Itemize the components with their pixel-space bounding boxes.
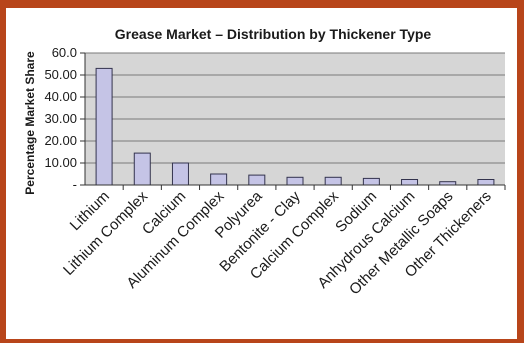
- y-tick-label: 20.00: [44, 133, 77, 148]
- axes: [84, 53, 506, 190]
- bar: [133, 152, 151, 186]
- y-tick-label: 50.00: [44, 67, 77, 82]
- y-tick-label: -: [73, 177, 77, 192]
- bar: [210, 173, 228, 186]
- bars: [95, 67, 495, 186]
- y-tick-label: 10.00: [44, 155, 77, 170]
- y-axis-label: Percentage Market Share: [23, 51, 37, 195]
- bar: [248, 174, 266, 186]
- chart-title: Grease Market – Distribution by Thickene…: [115, 26, 432, 42]
- y-tick-label: 30.00: [44, 111, 77, 126]
- bar: [401, 179, 419, 186]
- bar: [477, 179, 495, 186]
- y-tick-labels: - 10.00 20.00 30.00 40.00 50.00 60.0: [44, 45, 77, 192]
- bar: [286, 176, 304, 186]
- bar: [324, 176, 342, 186]
- y-tick-label: 60.0: [52, 45, 77, 60]
- y-tick-label: 40.00: [44, 89, 77, 104]
- bar: [95, 67, 113, 186]
- bar-chart: Grease Market – Distribution by Thickene…: [23, 26, 506, 298]
- bar: [171, 162, 189, 186]
- gridlines: [80, 52, 505, 186]
- bar: [362, 177, 380, 186]
- chart-container: Grease Market – Distribution by Thickene…: [6, 8, 517, 339]
